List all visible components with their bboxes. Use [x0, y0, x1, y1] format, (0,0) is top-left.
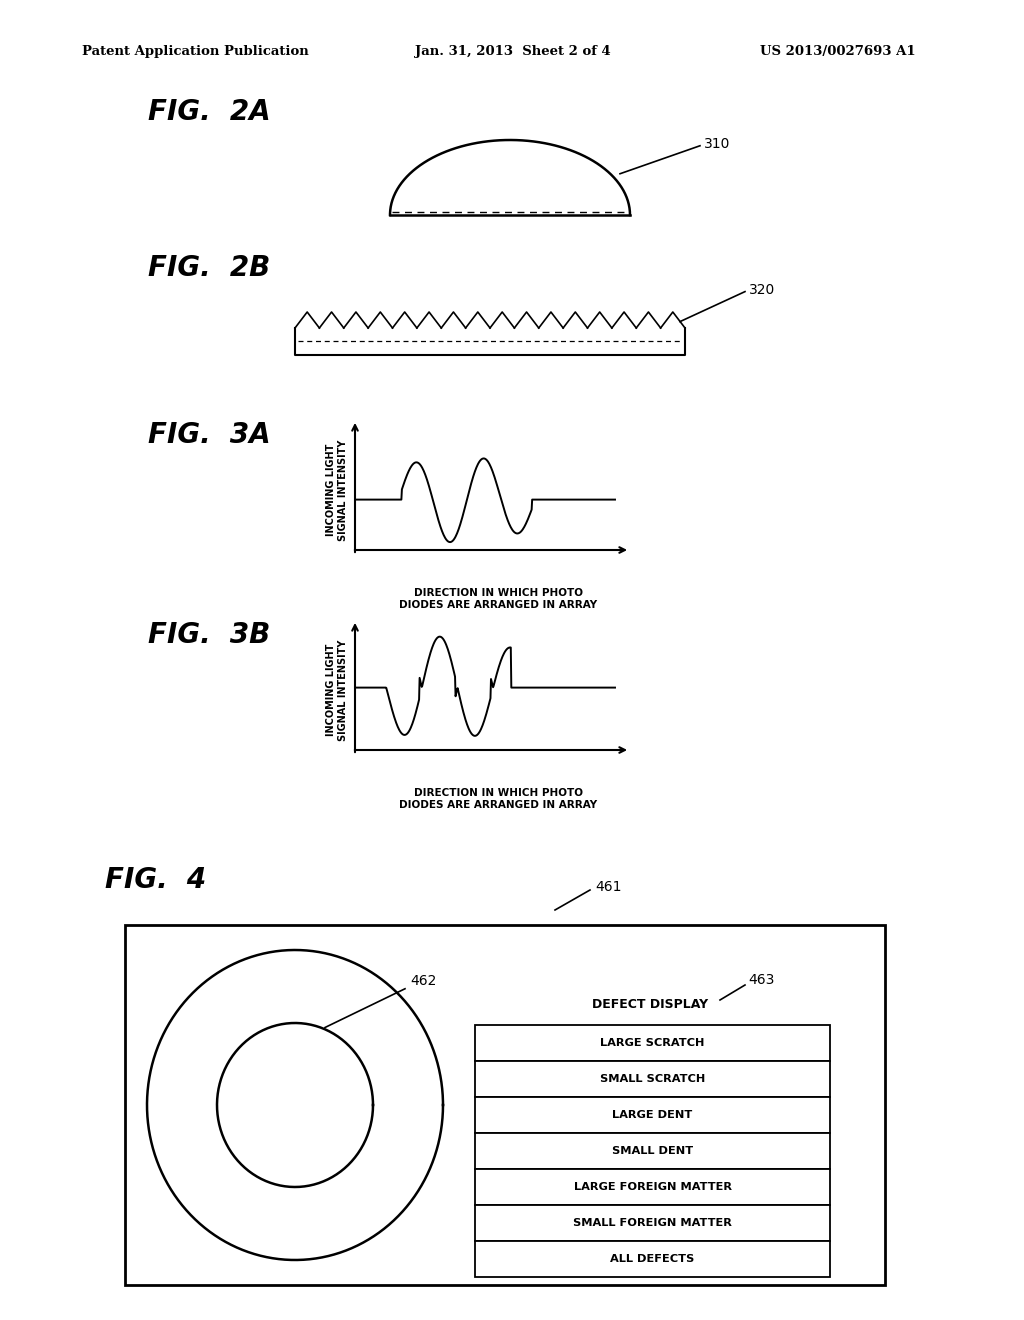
Bar [125, 925, 885, 1284]
Text: ALL DEFECTS: ALL DEFECTS [610, 1254, 694, 1265]
Text: INCOMING LIGHT
SIGNAL INTENSITY: INCOMING LIGHT SIGNAL INTENSITY [327, 440, 348, 541]
Text: 320: 320 [749, 282, 775, 297]
Bar [475, 1026, 830, 1061]
Bar [475, 1133, 830, 1170]
Text: 463: 463 [748, 973, 774, 987]
Bar [475, 1170, 830, 1205]
Text: INCOMING LIGHT
SIGNAL INTENSITY: INCOMING LIGHT SIGNAL INTENSITY [327, 639, 348, 741]
Text: SMALL DENT: SMALL DENT [612, 1146, 693, 1156]
Text: 462: 462 [410, 974, 436, 987]
Text: LARGE FOREIGN MATTER: LARGE FOREIGN MATTER [573, 1181, 731, 1192]
Text: FIG.  2A: FIG. 2A [148, 98, 270, 125]
Bar [475, 1061, 830, 1097]
Bar [475, 1241, 830, 1276]
Text: 461: 461 [595, 880, 622, 894]
Text: DEFECT DISPLAY: DEFECT DISPLAY [592, 998, 708, 1011]
Text: FIG.  4: FIG. 4 [105, 866, 206, 894]
Text: SMALL SCRATCH: SMALL SCRATCH [600, 1074, 706, 1084]
Text: Jan. 31, 2013  Sheet 2 of 4: Jan. 31, 2013 Sheet 2 of 4 [415, 45, 610, 58]
Text: FIG.  3A: FIG. 3A [148, 421, 270, 449]
Text: FIG.  2B: FIG. 2B [148, 253, 270, 282]
Text: Patent Application Publication: Patent Application Publication [82, 45, 309, 58]
Text: FIG.  3B: FIG. 3B [148, 620, 270, 649]
Text: LARGE DENT: LARGE DENT [612, 1110, 692, 1119]
Text: US 2013/0027693 A1: US 2013/0027693 A1 [760, 45, 915, 58]
Bar [475, 1205, 830, 1241]
Bar [475, 1097, 830, 1133]
Text: SMALL FOREIGN MATTER: SMALL FOREIGN MATTER [573, 1218, 732, 1228]
Text: LARGE SCRATCH: LARGE SCRATCH [600, 1038, 705, 1048]
Text: DIRECTION IN WHICH PHOTO
DIODES ARE ARRANGED IN ARRAY: DIRECTION IN WHICH PHOTO DIODES ARE ARRA… [399, 788, 597, 809]
Text: DIRECTION IN WHICH PHOTO
DIODES ARE ARRANGED IN ARRAY: DIRECTION IN WHICH PHOTO DIODES ARE ARRA… [399, 587, 597, 610]
Text: 310: 310 [705, 137, 730, 150]
